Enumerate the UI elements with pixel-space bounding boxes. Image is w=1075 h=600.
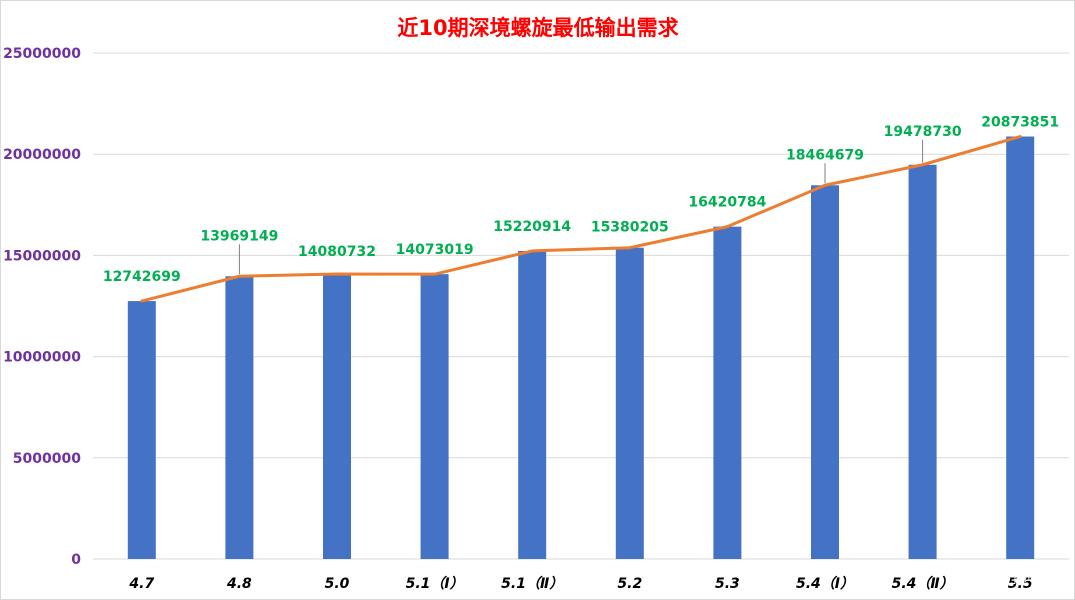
y-axis-ticks: 0 5000000 10000000 15000000 20000000 25000000 (3, 46, 81, 568)
trend-line-path (140, 135, 1022, 303)
x-tick-label: 4.7 (128, 576, 154, 592)
data-labels: 12742699 13969149 14080732 14073019 15220914… (103, 115, 1059, 286)
data-label: 18464679 (786, 147, 864, 163)
bar (615, 247, 644, 559)
data-label: 13969149 (200, 228, 278, 244)
bar (908, 164, 937, 560)
x-tick-label: 5.4（Ⅰ） (796, 575, 854, 592)
x-tick-label: 5.3 (715, 576, 740, 592)
bar (811, 185, 839, 559)
data-label: 16420784 (688, 195, 766, 211)
bar (713, 226, 742, 560)
gridlines (93, 52, 1069, 560)
x-tick-label: 5.1（Ⅰ） (406, 575, 464, 592)
y-tick-label: 10000000 (3, 350, 81, 366)
y-tick-label: 5000000 (13, 451, 81, 467)
x-tick-label: 5.5 (1008, 576, 1033, 592)
data-label: 15220914 (493, 219, 571, 235)
x-tick-label: 5.4（Ⅱ） (892, 575, 954, 592)
data-label: 14080732 (298, 244, 376, 260)
y-tick-label: 20000000 (3, 147, 81, 163)
x-axis-ticks: 4.7 4.8 5.0 5.1（Ⅰ） 5.1（Ⅱ） 5.2 5.3 5.4（Ⅰ） 5.4（Ⅱ） 5… (128, 575, 1032, 592)
data-label: 14073019 (396, 242, 474, 258)
y-tick-label: 15000000 (3, 248, 81, 264)
x-tick-label: 5.1（Ⅱ） (501, 575, 563, 592)
y-tick-label: 0 (71, 552, 81, 568)
bar (225, 276, 254, 559)
x-tick-label: 5.2 (617, 576, 642, 592)
trend-line (140, 135, 1022, 303)
chart-title: 近10期深境螺旋最低输出需求 (397, 16, 678, 40)
bar (420, 274, 449, 559)
data-label: 19478730 (884, 124, 962, 140)
data-label: 15380205 (591, 220, 669, 236)
x-tick-label: 5.0 (325, 576, 350, 592)
y-tick-label: 25000000 (3, 46, 81, 62)
bar (127, 301, 156, 559)
bar (323, 274, 351, 559)
x-tick-label: 4.8 (226, 576, 252, 592)
label-leader-lines (238, 139, 924, 275)
bar (1006, 136, 1035, 560)
data-label: 12742699 (103, 269, 181, 285)
bar-series (127, 136, 1035, 560)
bar (518, 250, 547, 559)
data-label: 20873851 (981, 115, 1059, 131)
watermark: 米游社@我叫呆唯 (959, 571, 1063, 587)
